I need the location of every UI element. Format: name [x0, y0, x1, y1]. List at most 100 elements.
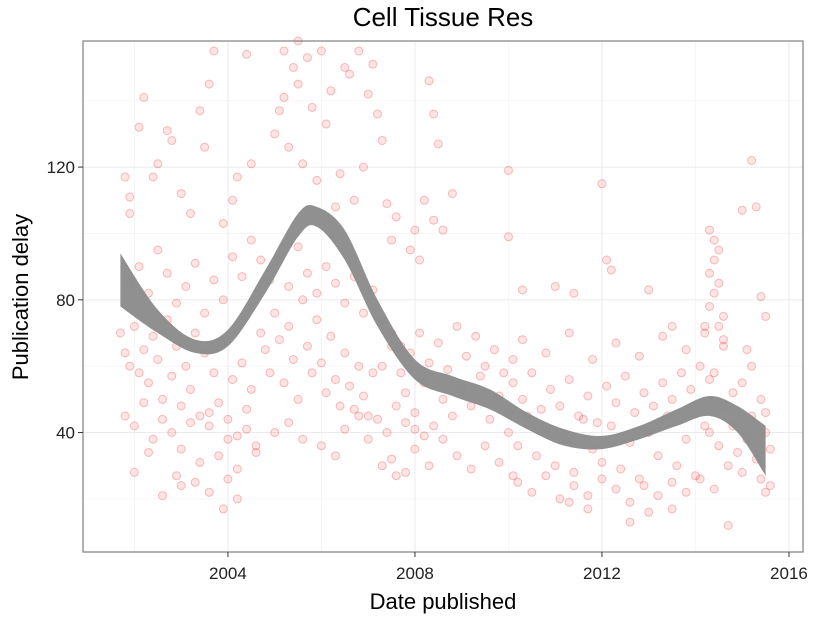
data-point — [597, 474, 607, 484]
data-point — [709, 255, 719, 265]
y-tick-label: 120 — [47, 158, 75, 177]
data-point — [153, 355, 163, 364]
data-point — [200, 142, 210, 152]
data-point — [574, 411, 584, 421]
data-point — [602, 255, 612, 265]
data-point — [270, 129, 280, 139]
data-point — [144, 378, 153, 388]
data-point — [747, 156, 757, 165]
data-point — [359, 162, 368, 172]
data-point — [214, 451, 224, 461]
data-point — [634, 474, 644, 484]
data-point — [443, 365, 453, 374]
data-point — [167, 371, 177, 381]
data-point — [639, 481, 649, 491]
data-point — [246, 159, 256, 169]
data-point — [756, 474, 766, 484]
data-point — [153, 159, 163, 169]
grid — [83, 41, 803, 552]
data-point — [321, 388, 331, 398]
data-point — [569, 288, 579, 298]
data-point — [162, 126, 172, 136]
data-point — [246, 235, 256, 245]
data-point — [312, 288, 322, 298]
data-point — [158, 491, 167, 501]
data-point — [588, 355, 598, 364]
data-point — [274, 335, 284, 345]
data-point — [667, 394, 677, 404]
data-point — [644, 507, 654, 517]
data-point — [312, 315, 322, 325]
data-point — [223, 414, 233, 424]
data-point — [162, 268, 172, 278]
x-axis-ticks: 2004 2008 2012 2016 — [209, 552, 808, 583]
data-point — [115, 328, 125, 338]
data-point — [368, 59, 378, 69]
data-point — [700, 421, 710, 431]
data-point — [681, 487, 691, 497]
data-point — [242, 404, 252, 414]
data-point — [331, 375, 340, 384]
data-point — [405, 245, 415, 255]
data-point — [363, 411, 373, 421]
data-point — [541, 348, 551, 358]
data-point — [415, 328, 425, 338]
data-point — [583, 504, 593, 514]
data-point — [606, 265, 616, 275]
x-tick-label: 2012 — [583, 564, 621, 583]
data-point — [228, 195, 238, 205]
data-point — [471, 331, 481, 341]
data-point — [200, 308, 210, 318]
data-point — [550, 282, 560, 291]
data-point — [139, 92, 149, 102]
data-point — [447, 411, 457, 421]
data-point — [681, 345, 691, 355]
data-point — [513, 477, 523, 487]
data-point — [260, 345, 270, 355]
data-point — [321, 262, 331, 272]
data-point — [438, 225, 448, 235]
data-point — [172, 471, 181, 481]
data-point — [298, 295, 308, 305]
data-point — [176, 189, 186, 199]
data-point — [340, 63, 350, 72]
data-point — [368, 368, 378, 378]
data-point — [681, 434, 691, 444]
x-tick-label: 2004 — [209, 564, 247, 583]
data-point — [345, 69, 354, 79]
data-point — [190, 477, 200, 487]
data-point — [653, 451, 663, 461]
data-point — [410, 225, 420, 235]
data-point — [256, 255, 266, 265]
data-point — [602, 381, 612, 391]
data-point — [120, 348, 130, 358]
data-point — [508, 378, 518, 388]
data-point — [737, 467, 747, 477]
data-point — [331, 451, 340, 461]
data-point — [705, 225, 714, 235]
data-point — [316, 441, 326, 451]
data-point — [751, 202, 761, 212]
data-point — [387, 235, 397, 245]
data-point — [265, 368, 275, 378]
data-point — [331, 278, 340, 288]
data-point — [349, 404, 359, 414]
data-point — [480, 361, 490, 371]
data-point — [424, 76, 434, 86]
data-point — [714, 278, 724, 288]
data-point — [761, 311, 771, 321]
data-point — [279, 92, 289, 102]
data-point — [723, 461, 733, 471]
data-point — [153, 245, 163, 255]
data-point — [176, 481, 186, 491]
data-point — [340, 298, 350, 308]
data-point — [658, 331, 668, 341]
data-point — [373, 414, 382, 424]
data-point — [714, 441, 724, 451]
y-axis-ticks: 40 80 120 — [47, 158, 83, 443]
data-point — [667, 504, 677, 514]
data-point — [307, 368, 317, 378]
data-point — [195, 411, 205, 421]
data-point — [274, 106, 284, 116]
data-point — [616, 464, 626, 474]
